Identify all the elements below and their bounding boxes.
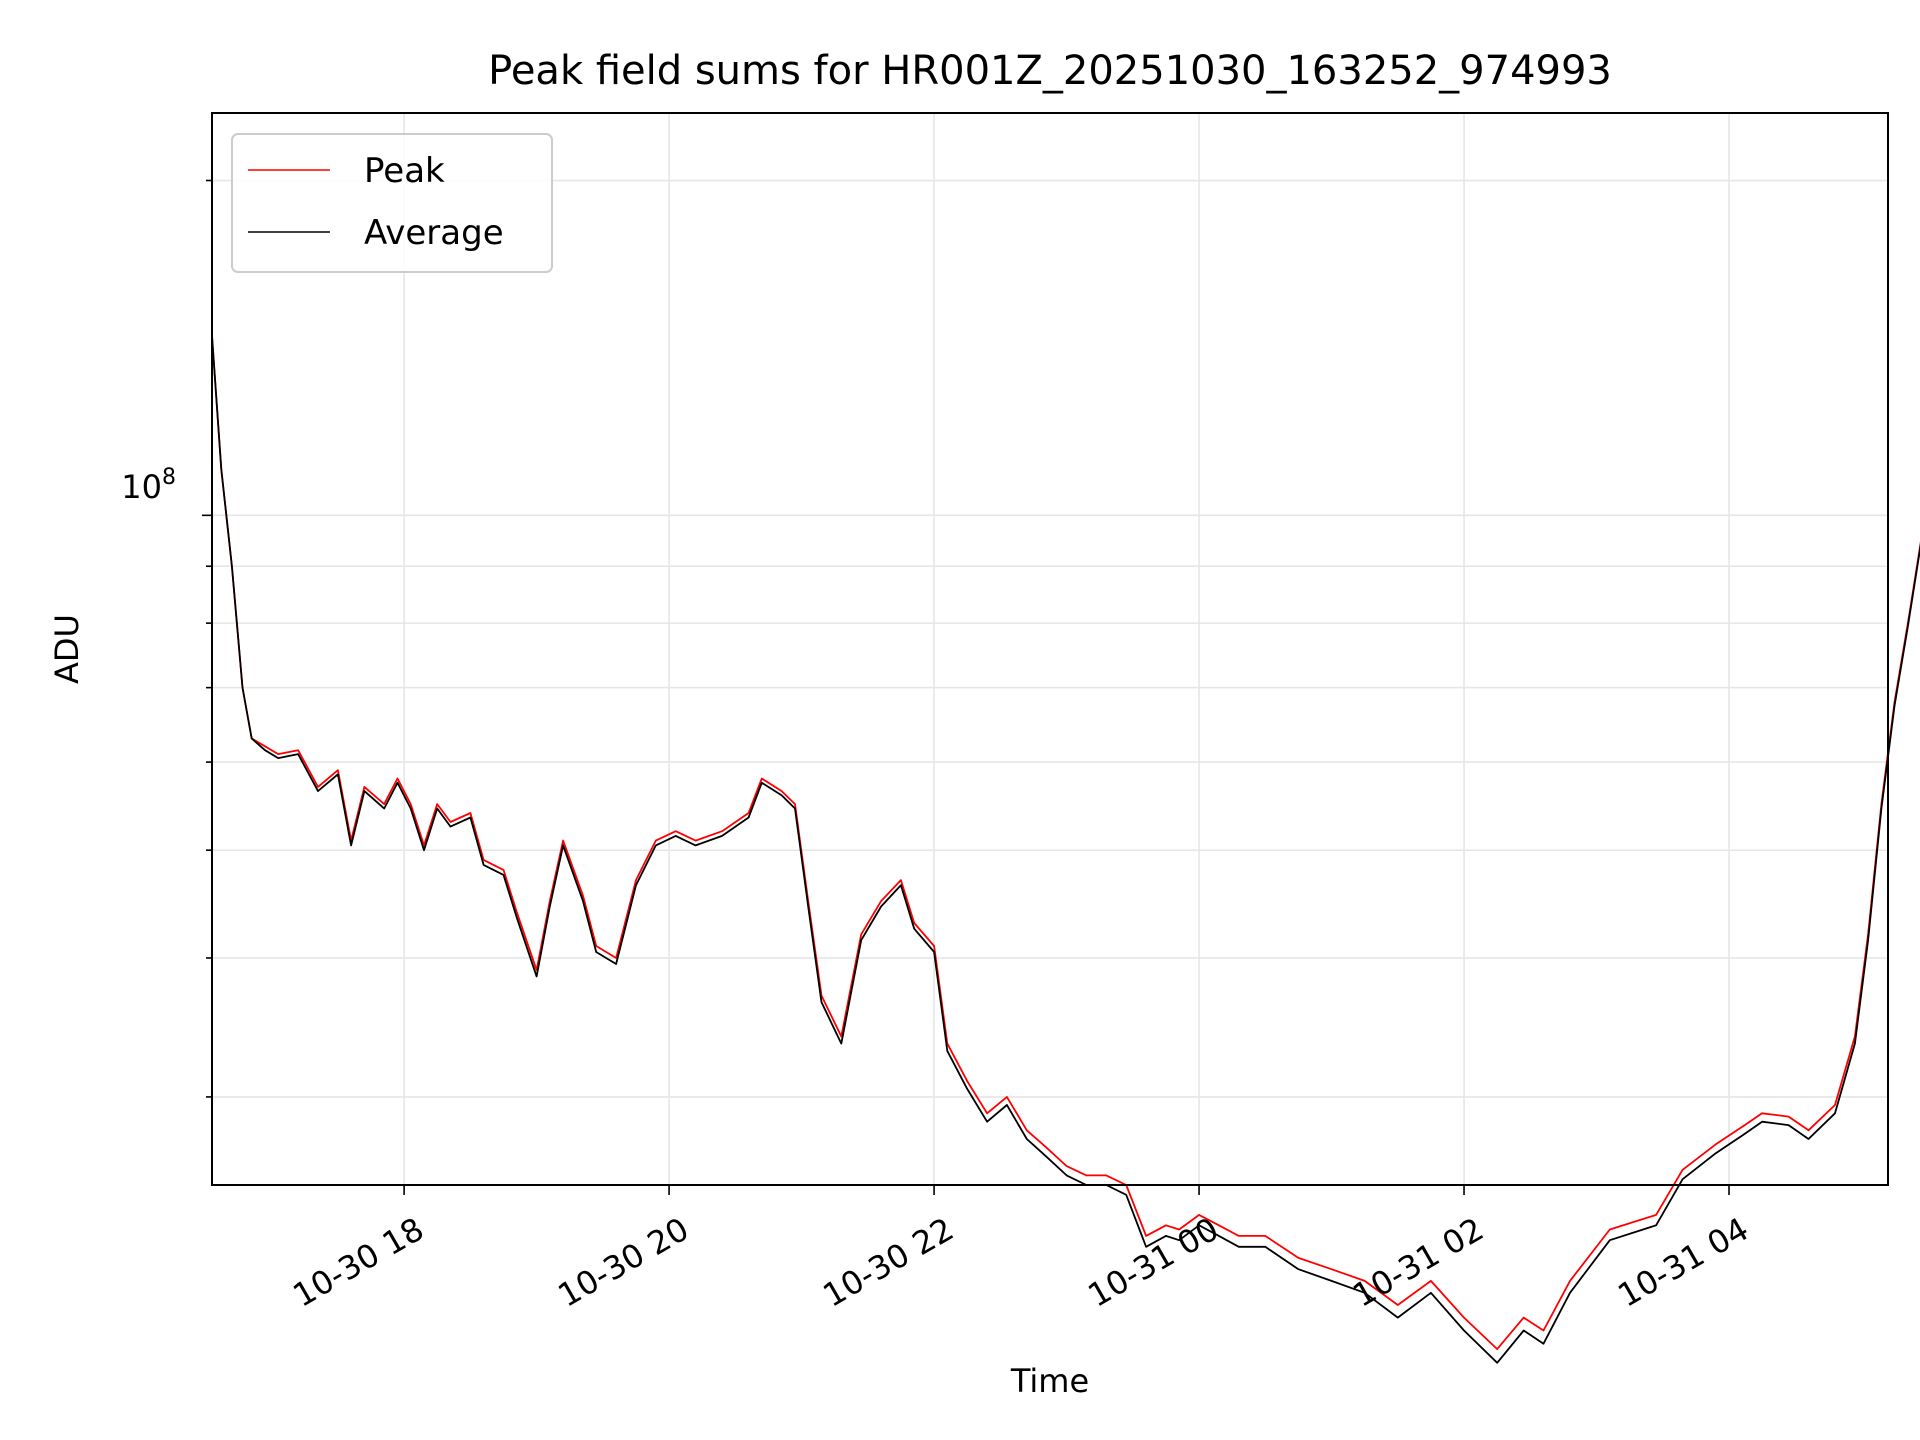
y-tick-base: 10 (121, 468, 162, 506)
series-lines (211, 335, 1920, 1364)
chart-title: Peak field sums for HR001Z_20251030_1632… (488, 48, 1612, 94)
legend-box (231, 133, 553, 273)
legend-label-average: Average (364, 213, 504, 253)
x-axis-label: Time (1010, 1362, 1089, 1400)
legend: Peak Average (231, 133, 553, 273)
y-tick-label: 108 (121, 465, 176, 506)
series-line-average (211, 335, 1920, 1364)
y-tick-exponent: 8 (162, 465, 176, 490)
y-axis-ticks: 108 (121, 179, 212, 1098)
plot-frame (211, 112, 1889, 1186)
series-line-peak (211, 335, 1920, 1350)
grid-lines (212, 113, 1888, 1185)
y-axis-label: ADU (48, 614, 86, 684)
legend-label-peak: Peak (364, 151, 445, 191)
